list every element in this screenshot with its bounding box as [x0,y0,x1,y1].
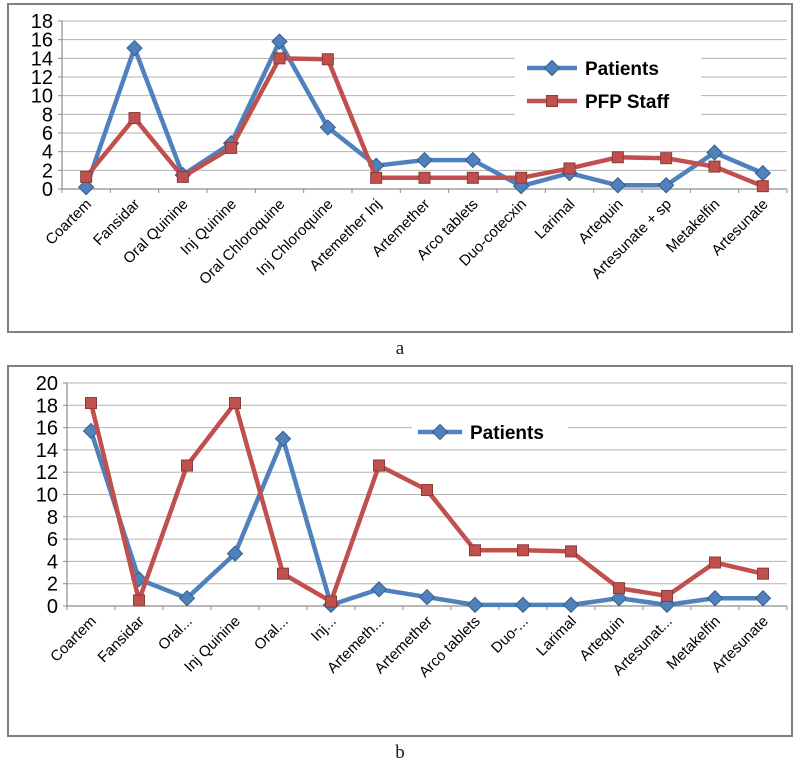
caption-b: b [395,742,405,763]
svg-text:Coartem: Coartem [47,613,100,666]
svg-text:Larimal: Larimal [532,196,579,243]
svg-text:Fansidar: Fansidar [95,613,148,666]
svg-text:10: 10 [31,86,53,108]
svg-text:6: 6 [42,123,53,145]
svg-text:Oral...: Oral... [251,613,292,654]
svg-text:Patients: Patients [585,59,659,80]
chart-b-panel: 0 2 4 6 8 10 12 14 16 18 20 Coartem Fansidar Oral... I… [7,365,793,737]
svg-text:12: 12 [31,67,53,89]
svg-text:0: 0 [47,596,58,618]
svg-text:14: 14 [36,440,58,462]
svg-text:Oral Chloroquine: Oral Chloroquine [196,196,288,288]
svg-text:Duo-...: Duo-... [488,613,532,657]
svg-text:PFP Staff: PFP Staff [585,92,670,113]
svg-text:Coartem: Coartem [42,196,95,249]
svg-text:16: 16 [36,418,58,440]
svg-text:20: 20 [36,373,58,395]
svg-text:6: 6 [47,529,58,551]
chart-a-panel: 0 2 4 6 8 10 12 14 16 18 Coartem Fansidar Oral Quini… [7,3,793,333]
svg-text:Patients: Patients [470,423,544,444]
svg-text:12: 12 [36,462,58,484]
svg-text:2: 2 [42,160,53,182]
svg-text:8: 8 [47,507,58,529]
svg-text:0: 0 [42,179,53,201]
svg-text:Larimal: Larimal [533,613,580,660]
svg-text:Oral...: Oral... [155,613,196,654]
svg-text:18: 18 [36,395,58,417]
svg-text:10: 10 [36,485,58,507]
svg-text:16: 16 [31,30,53,52]
svg-text:8: 8 [42,104,53,126]
caption-a: a [395,338,405,359]
svg-text:4: 4 [47,551,58,573]
svg-text:2: 2 [47,574,58,596]
svg-text:14: 14 [31,48,53,70]
svg-text:4: 4 [42,142,53,164]
svg-text:18: 18 [31,11,53,33]
svg-text:Inj...: Inj... [308,613,340,645]
